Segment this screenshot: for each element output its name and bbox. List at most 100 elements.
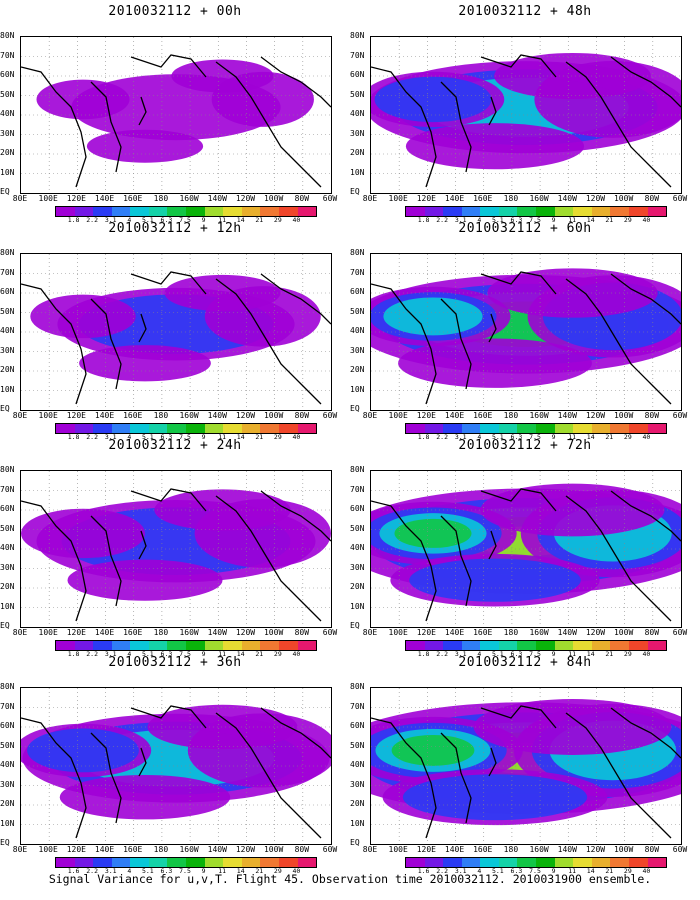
colorbar-label: 6.3 [510,867,523,875]
colorbar-swatch [573,207,592,216]
longitude-label: 140W [207,411,227,420]
longitude-label: 120E [416,628,436,637]
longitude-label: 140E [444,845,465,854]
latitude-label: 60N [350,70,365,79]
colorbar-swatch [443,424,462,433]
colorbar-label: 29 [623,216,632,224]
colorbar [405,857,667,868]
longitude-label: 60W [322,845,338,854]
longitude-label: 140E [94,628,115,637]
variance-contour [473,699,672,755]
colorbar-swatch [610,858,629,867]
coastline [488,96,497,126]
latitude-label: 20N [350,148,365,157]
longitude-label: 140W [207,845,227,854]
coastline [610,273,681,325]
latitude-label: 70N [0,484,15,494]
longitude-label: 140W [557,411,577,420]
longitude-label: 120E [416,194,436,203]
latitude-label: 30N [350,562,365,572]
colorbar-swatch [130,858,149,867]
colorbar-label: 29 [273,867,282,875]
colorbar-labels: 1.8 2.2 3.1 4 5.1 6.3 7.5 9 11 14 21 29 40 [55,216,317,224]
latitude-label: 60N [350,504,365,513]
coastline [130,54,207,78]
colorbar-swatch [443,207,462,216]
coastline [480,488,557,512]
variance-contour [171,59,274,93]
colorbar-swatch [93,207,112,216]
longitude-label: 160W [179,628,199,637]
longitude-label: 100W [263,628,284,637]
longitude-label: 80E [362,411,378,420]
colorbar-swatch [111,207,131,216]
colorbar-swatch [498,858,518,867]
latitude-label: 70N [350,50,365,60]
variance-contour [154,489,291,531]
colorbar-label: 21 [255,216,264,224]
colorbar-swatch [498,641,518,650]
panel-title: 2010032112 + 00h [108,4,242,19]
colorbar-swatch [573,641,592,650]
longitude-labels: 80E 100E 120E 140E 160E 180 160W 140W 120W 100W 80… [13,628,337,638]
latitude-label: 80N [350,682,365,691]
colorbar-label: 40 [292,867,301,875]
latitude-label: 20N [0,799,15,808]
colorbar-labels: 1.6 2.2 3.1 4 5.1 6.3 7.5 9 11 14 21 29 40 [55,867,317,875]
latitude-label: 30N [0,128,15,138]
coastline [215,495,322,622]
colorbar-label: 11 [218,867,227,875]
colorbar-swatch [554,207,574,216]
latitude-label: 70N [0,701,15,711]
longitude-label: 60W [672,411,688,420]
latitude-label: 40N [350,326,365,335]
longitude-label: 100W [613,845,634,854]
longitude-label: 120E [416,845,436,854]
colorbar-labels: 1.6 2.2 3.1 4 5.1 6.3 7.5 9 11 14 21 29 40 [405,867,667,875]
colorbar-swatch [517,207,537,216]
longitude-label: 160E [123,194,143,203]
coastline [610,56,681,108]
map-panel: 2010032112 + 48h 80N 70N 60N 50N 40N 30N 20N 10N… [350,0,700,225]
latitude-label: EQ [0,404,10,413]
colorbar-labels: 1.8 2.2 3.1 4 5.1 6.3 7.5 9 11 14 21 29 40 [405,433,667,441]
longitude-label: 80W [644,628,660,637]
longitude-label: 100E [388,845,408,854]
colorbar-swatch [610,424,629,433]
variance-contour [494,52,651,100]
longitude-label: 160W [179,845,199,854]
colorbar-swatch [167,641,187,650]
latitude-label: EQ [350,838,360,847]
longitude-labels: 80E 100E 120E 140E 160E 180 160W 140W 120W 100W 80… [13,411,337,421]
coastline [480,271,557,295]
colorbar-swatch [406,424,425,433]
colorbar-label: 40 [642,650,651,658]
coastline [610,490,681,542]
colorbar-label: 40 [642,433,651,441]
colorbar-swatch [260,424,279,433]
latitude-label: 20N [0,365,15,374]
variance-contour [480,483,665,537]
colorbar-label: 7.5 [529,216,541,224]
colorbar-label: 3.1 [104,216,117,224]
longitude-label: 100W [613,411,634,420]
variance-contour [394,518,472,548]
colorbar-label: 9 [551,867,556,875]
colorbar-swatch [241,641,261,650]
colorbar-label: 4 [127,433,132,441]
latitude-labels: 80N 70N 60N 50N 40N 30N 20N 10N EQ [350,466,370,630]
latitude-label: 60N [0,287,15,296]
longitude-label: 80E [362,194,378,203]
latitude-label: 80N [350,31,365,40]
colorbar-swatch [93,641,112,650]
coastline [215,61,322,188]
latitude-label: 50N [350,740,365,750]
colorbar-label: 9 [551,433,556,441]
latitude-label: 10N [350,167,365,177]
colorbar-swatch [56,424,75,433]
longitude-label: 80E [12,628,28,637]
latitude-label: 30N [350,779,365,789]
latitude-label: 10N [0,384,15,394]
colorbar-swatch [186,858,205,867]
longitude-label: 120W [235,194,256,203]
